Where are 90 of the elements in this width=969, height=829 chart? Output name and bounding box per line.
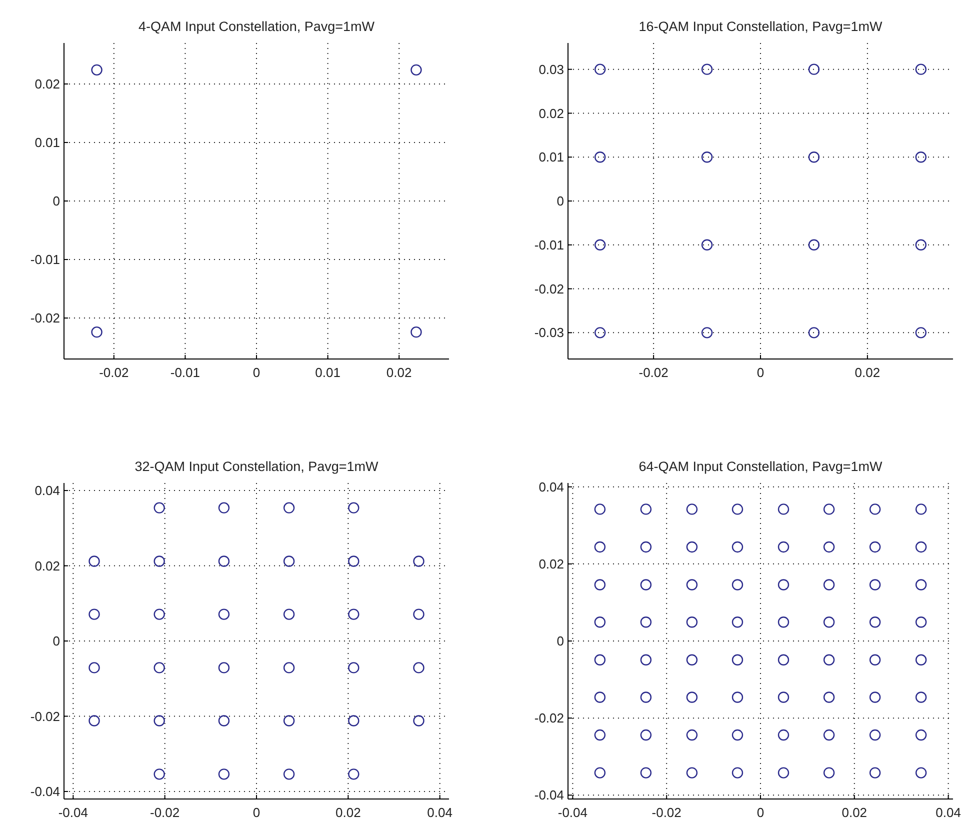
y-tick-label: 0.02 [34, 76, 60, 92]
point [283, 715, 295, 726]
x-tick-label: 0 [252, 805, 260, 820]
point [594, 64, 606, 75]
point [915, 239, 927, 250]
point [701, 152, 713, 163]
point [88, 662, 100, 674]
point [348, 662, 360, 674]
y-tick-label: 0.02 [538, 556, 564, 572]
y-tick-label: -0.02 [534, 281, 564, 296]
x-tick-label: 0.02 [336, 805, 361, 820]
point [283, 662, 295, 674]
point [348, 715, 360, 726]
x-tick-label: -0.02 [150, 805, 180, 820]
point [88, 556, 100, 567]
y-tick-label: 0 [556, 194, 564, 209]
point [413, 556, 424, 567]
point [594, 327, 606, 338]
y-tick-label: 0.01 [538, 150, 564, 165]
point [701, 239, 713, 250]
y-tick-label: -0.03 [534, 325, 564, 340]
y-tick-label: -0.01 [534, 237, 564, 252]
x-tick-label: 0 [252, 365, 260, 380]
x-tick-label: -0.02 [652, 805, 682, 820]
point [154, 715, 165, 726]
x-tick-label: 0.01 [315, 365, 340, 380]
point [88, 608, 100, 620]
point [154, 768, 165, 780]
x-tick-label: -0.02 [638, 365, 668, 380]
point [915, 64, 927, 75]
x-tick-label: 0.02 [842, 805, 868, 820]
y-tick-label: -0.02 [30, 708, 60, 724]
point [283, 608, 295, 620]
chart-title: 16-QAM Input Constellation, Pavg=1mW [638, 19, 882, 34]
point [594, 152, 606, 163]
y-tick-label: -0.04 [534, 788, 564, 803]
y-tick-label: -0.01 [30, 252, 60, 268]
point [283, 556, 295, 567]
x-tick-label: 0.02 [854, 365, 880, 380]
point [218, 662, 230, 674]
y-tick-label: 0 [52, 634, 60, 649]
x-tick-label: 0 [756, 365, 764, 380]
point [413, 715, 424, 726]
point [701, 327, 713, 338]
x-tick-label: 0.04 [427, 805, 452, 820]
point [218, 768, 230, 780]
point [808, 239, 820, 250]
y-tick-label: 0.04 [538, 479, 564, 494]
y-tick-label: -0.02 [30, 310, 60, 326]
chart-title: 64-QAM Input Constellation, Pavg=1mW [638, 459, 882, 474]
point [348, 608, 360, 620]
y-tick-label: 0 [52, 194, 60, 209]
y-tick-label: -0.02 [534, 710, 564, 726]
point [218, 715, 230, 726]
point [154, 662, 165, 674]
point [154, 556, 165, 567]
point [154, 608, 165, 620]
point [808, 327, 820, 338]
point [218, 502, 230, 514]
x-tick-label: 0.02 [386, 365, 412, 380]
x-tick-label: -0.02 [99, 365, 129, 380]
point [413, 608, 424, 620]
point [808, 152, 820, 163]
point [154, 502, 165, 514]
point [915, 327, 927, 338]
x-tick-label: 0.04 [936, 805, 961, 820]
x-tick-label: -0.01 [170, 365, 200, 380]
chart-title: 32-QAM Input Constellation, Pavg=1mW [134, 459, 378, 474]
point [701, 64, 713, 75]
y-tick-label: 0.03 [538, 62, 564, 77]
point [808, 64, 820, 75]
point [88, 715, 100, 726]
point [915, 152, 927, 163]
y-tick-label: 0 [556, 634, 564, 649]
point [348, 556, 360, 567]
point [348, 502, 360, 514]
x-tick-label: 0 [756, 805, 764, 820]
point [413, 662, 424, 674]
point [348, 768, 360, 780]
y-tick-label: 0.02 [538, 106, 564, 121]
point [283, 768, 295, 780]
chart-title: 4-QAM Input Constellation, Pavg=1mW [138, 19, 375, 34]
point [283, 502, 295, 514]
y-tick-label: -0.04 [30, 784, 60, 800]
y-tick-label: 0.02 [34, 558, 60, 574]
y-tick-label: 0.01 [34, 135, 60, 150]
point [594, 239, 606, 250]
y-tick-label: 0.04 [34, 483, 60, 498]
point [218, 608, 230, 620]
point [218, 556, 230, 567]
